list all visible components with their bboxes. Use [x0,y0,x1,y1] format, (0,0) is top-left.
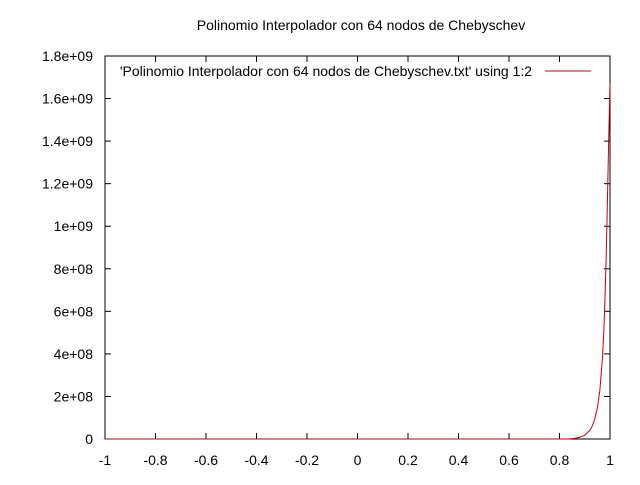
chart-title: Polinomio Interpolador con 64 nodos de C… [197,17,525,33]
series-layer [105,83,611,440]
y-tick-label: 8e+08 [54,261,94,277]
y-tick-label: 1.2e+09 [42,176,93,192]
plot-border [104,55,611,440]
x-tick-label: -0.2 [295,452,319,468]
x-tick-label: -0.8 [143,452,167,468]
y-tick-label: 6e+08 [54,303,94,319]
x-tick-label: 1 [606,452,614,468]
x-tick-label: -0.4 [244,452,268,468]
legend: 'Polinomio Interpolador con 64 nodos de … [120,63,591,79]
x-tick-label: 0.8 [550,452,570,468]
y-tick-label: 1.8e+09 [42,48,93,64]
legend-label: 'Polinomio Interpolador con 64 nodos de … [120,63,532,79]
axes: -1 -0.8 -0.6 -0.4 -0.2 0 0.2 0.4 0.6 0.8 1 0 2e+08 4e… [42,48,614,468]
x-tick-label: 0 [354,452,362,468]
x-tick-label: -1 [99,452,112,468]
y-tick-label: 1.6e+09 [42,91,93,107]
y-tick-label: 2e+08 [54,388,94,404]
y-tick-label: 0 [85,431,93,447]
x-tick-label: 0.6 [499,452,519,468]
y-tick-label: 4e+08 [54,346,94,362]
x-tick-label: 0.2 [398,452,418,468]
y-tick-label: 1.4e+09 [42,133,93,149]
x-tick-label: 0.4 [449,452,469,468]
y-tick-label: 1e+09 [54,218,94,234]
series-line [105,83,611,440]
x-tick-label: -0.6 [194,452,218,468]
